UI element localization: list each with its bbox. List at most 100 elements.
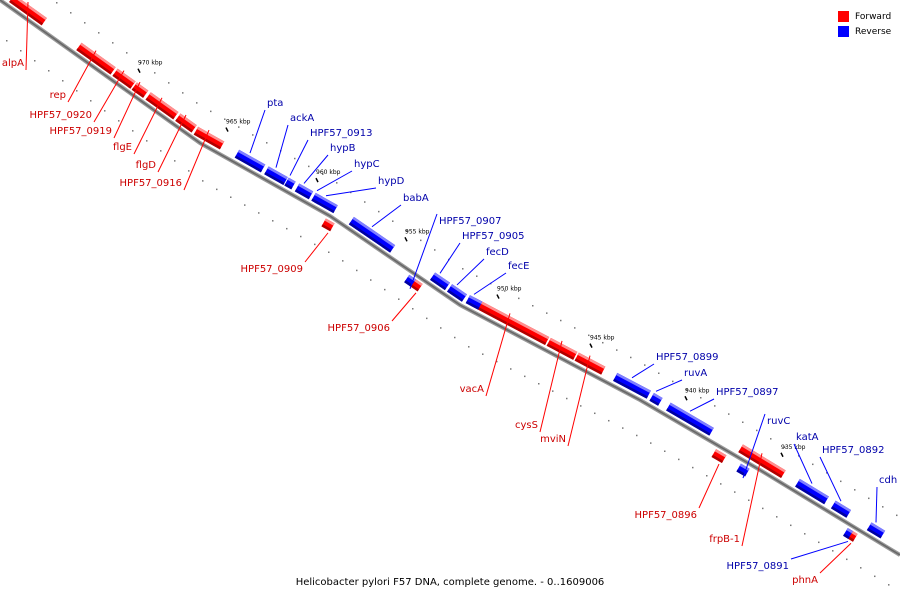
gene-babA bbox=[348, 216, 396, 253]
gene-label: HPF57_0897 bbox=[716, 387, 778, 398]
gene-label: HPF57_0891 bbox=[727, 561, 789, 572]
scale-dot bbox=[314, 243, 316, 246]
scale-dot bbox=[714, 405, 716, 407]
scale-dot bbox=[672, 380, 674, 383]
gene-leader bbox=[631, 363, 655, 379]
gene-leader bbox=[539, 340, 563, 433]
scale-dot bbox=[34, 60, 36, 62]
kbp-label: 940 kbp bbox=[685, 387, 710, 394]
gene-shadow bbox=[284, 183, 293, 190]
scale-dot bbox=[644, 364, 646, 366]
scale-dot bbox=[608, 419, 610, 422]
scale-dot bbox=[552, 390, 554, 392]
scale-dot bbox=[734, 491, 736, 493]
gene-shadow bbox=[409, 283, 419, 292]
scale-dot bbox=[756, 429, 758, 432]
gene-highlight bbox=[324, 218, 335, 226]
scale-dot bbox=[294, 157, 296, 160]
gene-HPF57_0897 bbox=[666, 402, 714, 436]
gene-leader bbox=[391, 292, 417, 322]
scale-dot bbox=[504, 290, 506, 292]
genome-axis-shadow bbox=[0, 0, 900, 557]
scale-dot bbox=[790, 524, 792, 527]
gene-label: HPF57_0906 bbox=[328, 323, 390, 334]
gene-leader bbox=[875, 486, 878, 523]
gene-hypB bbox=[294, 183, 314, 200]
scale-dot bbox=[804, 533, 806, 535]
gene-label: babA bbox=[403, 193, 429, 204]
gene-body bbox=[314, 194, 338, 214]
gene-highlight bbox=[352, 216, 396, 248]
gene-highlight bbox=[616, 372, 651, 393]
legend-label-reverse: Reverse bbox=[855, 26, 892, 37]
gene-leader bbox=[819, 456, 842, 502]
gene-highlight bbox=[577, 352, 606, 369]
gene-body bbox=[234, 149, 266, 173]
gene-label: katA bbox=[796, 432, 819, 443]
scale-dot bbox=[118, 120, 120, 122]
scale-dot bbox=[742, 421, 744, 423]
gene-shadow bbox=[314, 200, 335, 214]
gene-highlight bbox=[413, 278, 423, 287]
scale-dot bbox=[574, 327, 576, 329]
gene-label: flgE bbox=[113, 142, 132, 153]
scale-dot bbox=[20, 50, 22, 52]
scale-dot bbox=[658, 372, 660, 374]
scale-dot bbox=[686, 388, 688, 391]
scale-dot bbox=[650, 442, 652, 444]
scale-dot bbox=[636, 434, 638, 437]
kbp-tick bbox=[589, 343, 593, 348]
scale-dot bbox=[896, 514, 898, 517]
gene-shadow bbox=[9, 0, 44, 26]
gene-leader bbox=[25, 2, 29, 71]
gene-leader bbox=[316, 170, 353, 192]
gene-mviN bbox=[574, 352, 606, 375]
gene-HPF57_0899 bbox=[613, 372, 651, 399]
gene-leader bbox=[93, 70, 125, 123]
scale-dot bbox=[126, 52, 128, 54]
gene-shadow bbox=[264, 172, 285, 185]
scale-dot bbox=[154, 72, 156, 74]
gene-label: pta bbox=[267, 98, 283, 109]
gene-label: alpA bbox=[2, 58, 24, 69]
legend-item-reverse: Reverse bbox=[838, 24, 891, 39]
gene-label: HPF57_0892 bbox=[822, 445, 884, 456]
gene-shadow bbox=[234, 155, 263, 173]
gene-shadow bbox=[76, 48, 112, 75]
gene-body bbox=[175, 113, 197, 133]
gene-shadow bbox=[574, 358, 603, 375]
gene-shadow bbox=[866, 527, 882, 539]
gene-leader bbox=[67, 50, 97, 103]
gene-label: cysS bbox=[515, 420, 538, 431]
kbp-label: 965 kbp bbox=[226, 119, 251, 126]
gene-body bbox=[470, 297, 550, 345]
scale-dot bbox=[420, 239, 422, 242]
scale-dot bbox=[238, 126, 240, 128]
gene-leader bbox=[793, 443, 813, 484]
kbp-label: 945 kbp bbox=[590, 335, 615, 342]
scale-dot bbox=[322, 173, 324, 176]
scale-dot bbox=[356, 269, 358, 272]
gene-highlight bbox=[834, 500, 852, 513]
scale-dot bbox=[342, 260, 344, 262]
kbp-label: 970 kbp bbox=[138, 60, 163, 67]
gene-shadow bbox=[830, 506, 848, 518]
gene-HPF57_0896 bbox=[711, 449, 727, 463]
gene-label: ackA bbox=[290, 113, 314, 124]
gene-shadow bbox=[649, 398, 660, 406]
gene-leader bbox=[473, 272, 507, 295]
gene-leader bbox=[485, 313, 511, 397]
gene-leader bbox=[275, 124, 289, 168]
gene-body bbox=[112, 68, 136, 89]
gene-shadow bbox=[193, 132, 222, 150]
gene-label: HPF57_0899 bbox=[656, 352, 718, 363]
scale-dot bbox=[868, 497, 870, 500]
scale-dot bbox=[244, 204, 246, 206]
gene-leader bbox=[133, 97, 163, 155]
gene-leader bbox=[157, 114, 187, 173]
gene-body bbox=[193, 126, 225, 150]
gene-body bbox=[574, 352, 606, 375]
gene-label: HPF57_0919 bbox=[50, 126, 112, 137]
scale-dot bbox=[406, 230, 408, 232]
scale-dot bbox=[258, 212, 260, 214]
